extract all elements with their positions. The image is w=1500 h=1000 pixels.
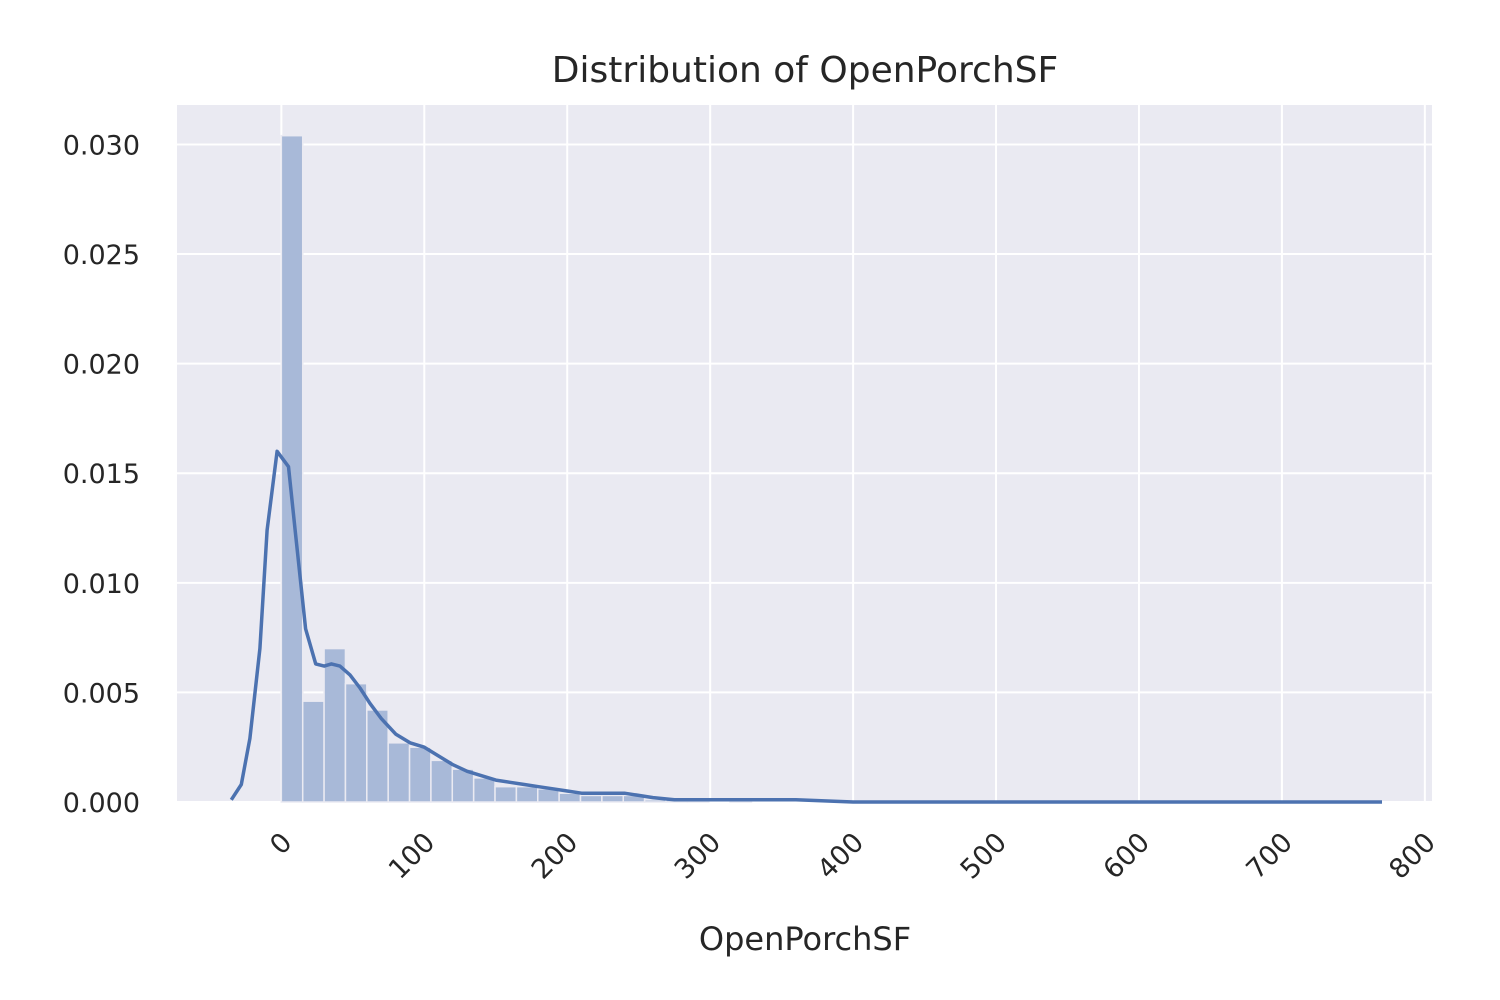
y-tick-label: 0.025: [63, 240, 140, 271]
x-tick-label: 800: [1383, 827, 1441, 885]
histogram-bar: [301, 700, 325, 803]
x-tick-label: 600: [1098, 827, 1156, 885]
chart-title: Distribution of OpenPorchSF: [552, 50, 1058, 91]
y-tick-label: 0.000: [63, 788, 140, 819]
y-axis-ticks: 0.000 0.005 0.010 0.015 0.020 0.025 0.030: [63, 130, 140, 819]
x-tick-label: 500: [955, 827, 1013, 885]
x-tick-label: 200: [526, 827, 584, 885]
plot-area: [177, 105, 1432, 802]
kde-line: [229, 449, 1382, 804]
histogram-bar: [280, 134, 304, 803]
y-tick-label: 0.010: [63, 569, 140, 600]
histogram-bar: [601, 794, 625, 803]
histogram-bars: [280, 134, 753, 803]
y-tick-label: 0.015: [63, 459, 140, 490]
x-axis-ticks: 0 100 200 300 400 500 600 700 800: [264, 827, 1442, 885]
y-tick-label: 0.030: [63, 130, 140, 161]
x-tick-label: 0: [264, 827, 298, 861]
y-tick-label: 0.020: [63, 350, 140, 381]
histogram-bar: [387, 742, 411, 803]
x-axis-title: OpenPorchSF: [699, 920, 911, 958]
histogram-bar: [323, 647, 347, 803]
x-tick-label: 100: [383, 827, 441, 885]
histogram-bar: [430, 759, 454, 803]
histogram-bar: [579, 794, 603, 803]
x-tick-label: 300: [669, 827, 727, 885]
histogram-bar: [515, 785, 539, 803]
x-tick-label: 700: [1240, 827, 1298, 885]
histogram-bar: [472, 777, 496, 803]
x-tick-label: 400: [812, 827, 870, 885]
histogram-bar: [558, 792, 582, 803]
histogram-bar: [494, 785, 518, 803]
histogram-bar: [344, 682, 368, 803]
histogram-bar: [408, 746, 432, 803]
kde-series: [229, 449, 1382, 804]
y-tick-label: 0.005: [63, 678, 140, 709]
